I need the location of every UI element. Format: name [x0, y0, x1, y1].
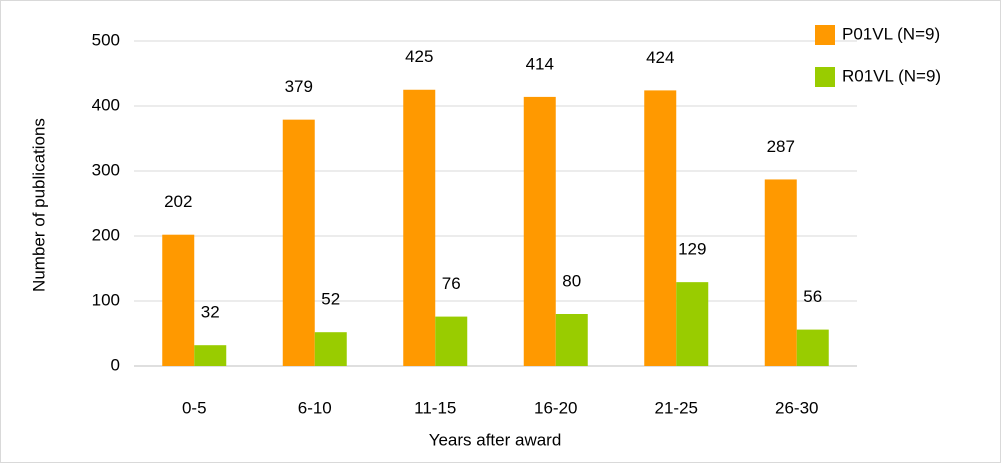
bar [435, 316, 468, 366]
bar [403, 89, 436, 366]
y-tick-label: 100 [92, 290, 120, 309]
x-tick-label: 26-30 [775, 398, 818, 417]
y-tick-label: 300 [92, 160, 120, 179]
bar [282, 119, 315, 367]
legend-swatch [815, 67, 835, 87]
data-label: 76 [442, 274, 461, 293]
data-label: 287 [767, 137, 795, 156]
data-label: 424 [646, 48, 674, 67]
legend-label: R01VL (N=9) [842, 66, 941, 85]
x-tick-label: 0-5 [182, 398, 207, 417]
bar [194, 345, 227, 366]
bar [314, 332, 347, 366]
y-axis-label: Number of publications [29, 118, 48, 292]
bar [523, 96, 556, 367]
y-tick-label: 400 [92, 95, 120, 114]
y-tick-label: 500 [92, 30, 120, 49]
x-axis-label: Years after award [429, 430, 562, 449]
bar [676, 282, 709, 366]
data-label: 129 [678, 240, 706, 259]
data-label: 80 [562, 271, 581, 290]
data-label: 32 [201, 303, 220, 322]
x-tick-label: 21-25 [655, 398, 698, 417]
bar [764, 179, 797, 366]
bar [555, 314, 588, 366]
x-tick-label: 11-15 [414, 398, 456, 417]
legend-swatch [815, 25, 835, 45]
data-label: 56 [803, 287, 822, 306]
x-tick-label: 6-10 [298, 398, 332, 417]
data-label: 52 [321, 290, 340, 309]
data-label: 202 [164, 192, 192, 211]
data-label: 379 [285, 77, 313, 96]
y-tick-label: 200 [92, 225, 120, 244]
data-label: 414 [526, 54, 554, 73]
y-tick-label: 0 [111, 355, 120, 374]
bar [796, 329, 829, 366]
x-tick-label: 16-20 [534, 398, 577, 417]
legend-label: P01VL (N=9) [842, 24, 940, 43]
bar [162, 234, 195, 366]
bar [644, 90, 677, 367]
data-label: 425 [405, 47, 433, 66]
